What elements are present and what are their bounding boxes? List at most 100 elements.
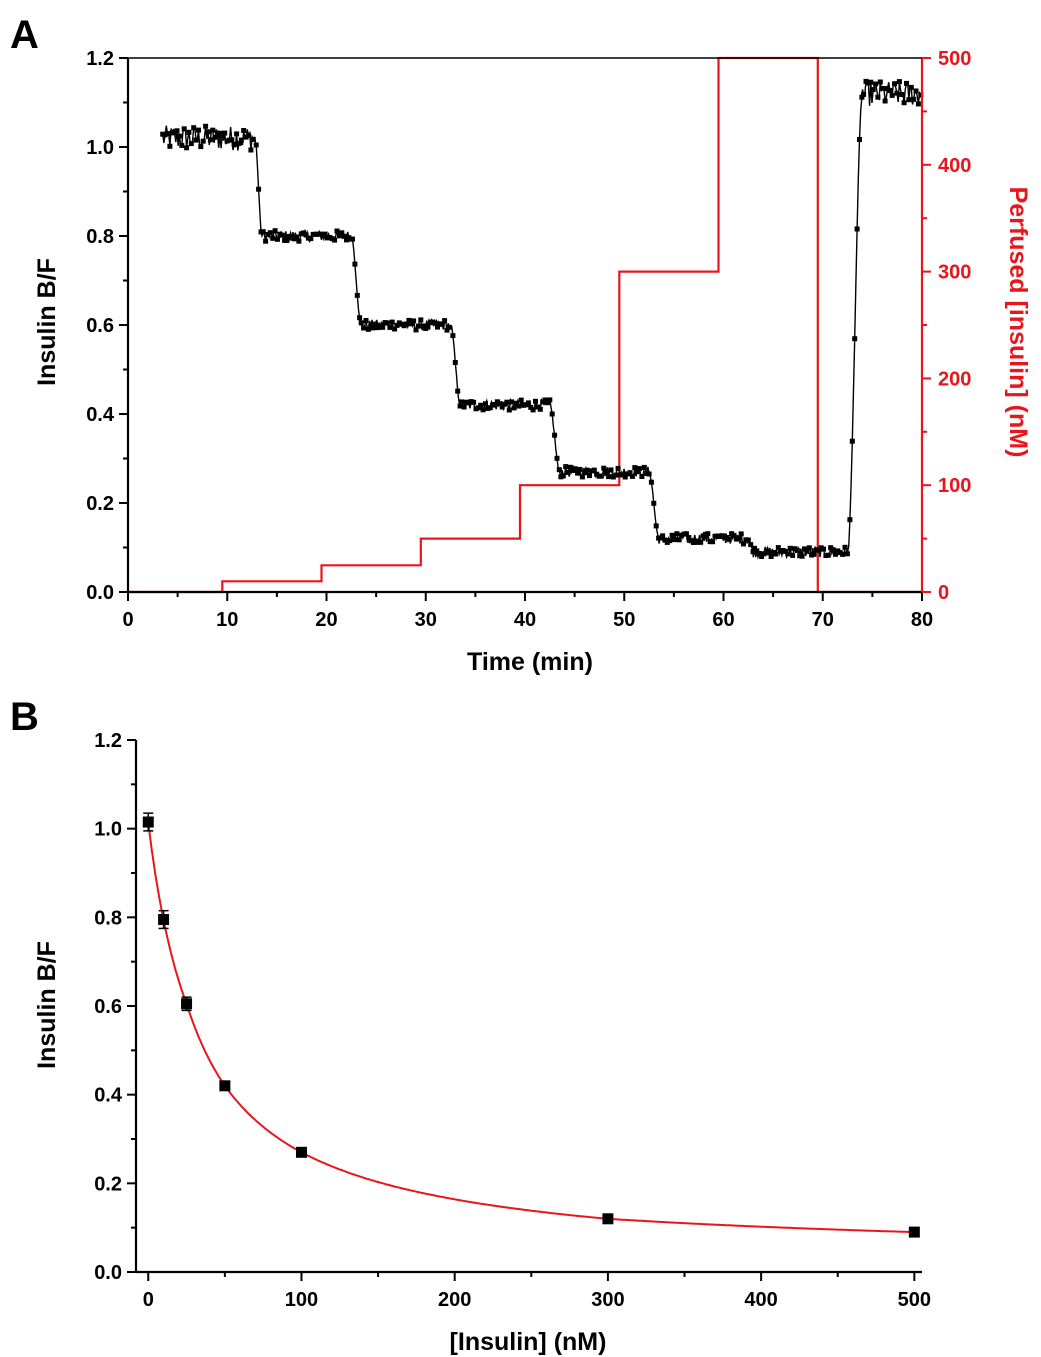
bf-data-point <box>279 232 285 238</box>
chart-panel-a: 0 10 20 30 40 50 60 70 80 0.0 0.2 0.4 0.6 0.8 1.0 1.2 0 1… <box>33 48 1032 676</box>
bf-data-point <box>370 325 376 331</box>
bf-data-point <box>303 232 309 238</box>
bf-data-point <box>308 236 314 242</box>
bf-data-point <box>392 326 398 332</box>
bf-data-point <box>241 128 247 133</box>
chart-panel-b: 0 100 200 300 400 500 0.0 0.2 0.4 0.6 0.8 1.0 1.2 [I… <box>33 730 931 1356</box>
x-tick-label: 30 <box>415 609 437 631</box>
bf-data-point <box>651 500 657 506</box>
bf-data-point <box>629 473 635 479</box>
calibration-point <box>142 816 154 828</box>
bf-data-point <box>825 552 831 558</box>
bf-data-point <box>483 401 488 407</box>
bf-data-point <box>887 87 893 93</box>
bf-data-point <box>272 228 278 234</box>
x-tick-label: 10 <box>216 609 238 631</box>
bf-data-point <box>606 474 612 480</box>
bf-data-point <box>248 147 254 153</box>
bf-data-point <box>270 235 276 241</box>
bf-data-point <box>263 238 269 244</box>
y2-tick-label: 0 <box>938 582 949 604</box>
bf-data-point <box>406 317 412 323</box>
x-tick-label: 40 <box>514 609 536 631</box>
x-tick-label: 20 <box>315 609 337 631</box>
bf-data-point <box>530 407 536 413</box>
bf-data-point <box>870 87 876 93</box>
bf-data-point <box>487 405 493 411</box>
x-tick-label: 0 <box>143 1289 154 1311</box>
bf-data-point <box>504 399 510 405</box>
bf-data-point <box>537 406 543 412</box>
bf-data-point <box>877 79 883 85</box>
bf-data-point <box>389 319 395 325</box>
bf-data-point <box>639 474 645 479</box>
bf-data-point <box>750 549 756 555</box>
y-tick-label: 0.2 <box>86 493 114 515</box>
bf-data-point <box>365 326 371 332</box>
y-tick-label: 1.0 <box>94 819 122 841</box>
bf-data-point <box>906 97 912 103</box>
bf-data-point <box>660 533 666 539</box>
y-tick-label: 0.4 <box>86 404 115 426</box>
fit-curve-line <box>147 821 915 1234</box>
calibration-point <box>158 914 170 926</box>
bf-data-point <box>387 324 393 330</box>
y-tick-label: 0.4 <box>94 1085 123 1107</box>
bf-data-point <box>918 92 924 98</box>
panel-letter-b: B <box>10 695 39 739</box>
bf-data-point <box>404 321 409 327</box>
y-tick-label: 1.2 <box>94 730 122 752</box>
bf-data-point <box>806 545 812 551</box>
y-tick-label: 0.0 <box>94 1262 122 1284</box>
bf-data-point <box>556 467 562 473</box>
bf-data-point <box>766 550 772 556</box>
bf-data-point <box>533 398 538 404</box>
bf-data-point <box>275 236 280 242</box>
bf-data-point <box>361 325 367 331</box>
panel-b-axes <box>134 740 922 1274</box>
bf-data-point <box>896 79 902 85</box>
bf-data-point <box>339 230 345 236</box>
bf-data-point <box>322 231 328 237</box>
bf-data-point <box>215 130 220 136</box>
bf-data-point <box>894 90 900 96</box>
bf-data-point <box>229 137 235 143</box>
bf-data-point <box>516 403 522 409</box>
bf-data-point <box>373 321 378 327</box>
x-tick-label: 0 <box>122 609 133 631</box>
bf-data-point <box>847 517 853 523</box>
bf-data-point <box>575 470 581 476</box>
bf-data-point <box>217 133 223 139</box>
bf-data-point <box>358 320 364 326</box>
bf-data-point <box>852 336 858 342</box>
bf-data-point <box>587 473 592 479</box>
bf-data-point <box>432 320 438 326</box>
calibration-points <box>142 812 920 1238</box>
bf-data-point <box>411 318 417 324</box>
bf-data-point <box>882 98 888 104</box>
x-tick-label: 70 <box>812 609 834 631</box>
bf-data-point <box>184 145 190 151</box>
bf-data-point <box>256 186 262 192</box>
bf-data-point <box>346 235 352 241</box>
bf-data-point <box>174 128 180 134</box>
bf-data-point <box>165 131 170 137</box>
bf-data-point <box>637 466 642 472</box>
y2-tick-label: 100 <box>938 475 971 497</box>
bf-data-point <box>207 137 213 143</box>
bf-data-point <box>260 229 266 235</box>
bf-data-point <box>710 539 716 545</box>
bf-data-point <box>582 470 588 476</box>
bf-data-point <box>608 467 614 473</box>
bf-data-point <box>205 129 211 135</box>
bf-data-point <box>748 542 754 548</box>
bf-data-point <box>741 541 746 547</box>
y2-tick-label: 400 <box>938 155 971 177</box>
bf-data-point <box>191 125 197 131</box>
bf-data-point <box>622 474 628 480</box>
bf-data-point <box>759 554 765 559</box>
bf-data-point <box>627 470 633 476</box>
bf-data-point <box>761 551 767 557</box>
x-tick-label: 200 <box>438 1289 471 1311</box>
y-tick-label: 0.2 <box>94 1173 122 1195</box>
